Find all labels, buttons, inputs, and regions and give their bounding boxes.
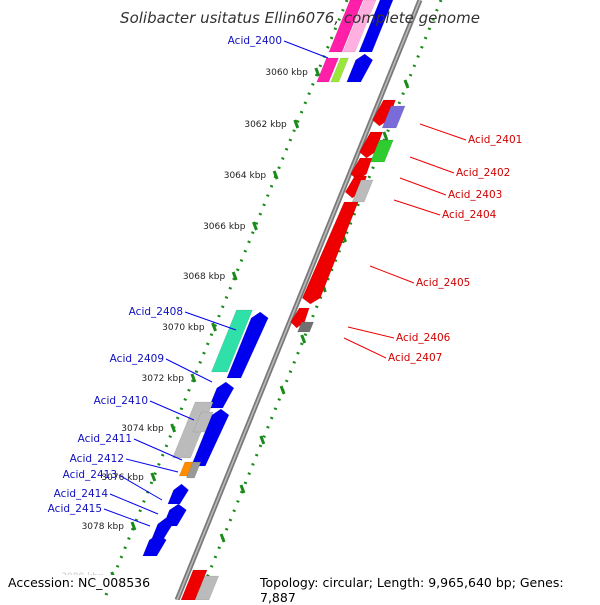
- tick-label: 3070 kbp: [162, 323, 205, 333]
- leader-line: [399, 177, 447, 196]
- tick-mark: [150, 472, 157, 482]
- gene-label: Acid_2400: [228, 35, 282, 47]
- tick-label: 3078 kbp: [82, 522, 125, 532]
- tick-mark: [239, 484, 246, 494]
- gene-acid-2404: [351, 179, 374, 203]
- gene-red: [180, 569, 208, 600]
- gene-acid-2412: [186, 461, 202, 479]
- gene-magenta: [316, 57, 339, 83]
- gene-label: Acid_2402: [456, 167, 510, 179]
- tick-mark: [252, 221, 258, 231]
- gene-red: [372, 99, 396, 127]
- gene-acid-2415: [151, 517, 174, 539]
- gene-acid-2405: [302, 201, 359, 305]
- gene-blue: [142, 533, 167, 557]
- tick-label: 3072 kbp: [142, 374, 185, 384]
- leader-line: [109, 493, 159, 515]
- tick-label: 3076 kbp: [101, 473, 144, 483]
- tick-mark: [130, 521, 137, 531]
- tick-mark: [382, 131, 389, 141]
- gene-label: Acid_2409: [110, 353, 164, 365]
- gene-acid-2408: [210, 309, 253, 373]
- gene-blue: [358, 0, 394, 53]
- gene-acid-2409: [226, 311, 269, 379]
- tick-mark: [211, 322, 217, 332]
- gene-label: Acid_2408: [129, 306, 183, 318]
- gene-grey: [192, 411, 214, 433]
- gene-label: Acid_2407: [388, 352, 442, 364]
- tick-mark: [170, 423, 177, 433]
- tick-mark: [300, 334, 307, 344]
- gene-label: Acid_2406: [396, 332, 451, 344]
- leader-line: [184, 311, 237, 331]
- leader-line: [409, 156, 455, 174]
- tick-mark: [231, 271, 238, 281]
- accession-text: Accession: NC_008536: [8, 575, 151, 590]
- gene-acid-2407: [297, 321, 314, 333]
- leader-line: [393, 199, 441, 216]
- leader-line: [133, 438, 183, 461]
- tick-label: 3074 kbp: [121, 424, 164, 434]
- tick-label: 3060 kbp: [265, 68, 308, 78]
- gene-labels: Acid_2400 Acid_2408 Acid_2409 Acid_2410 Acid…: [48, 35, 523, 515]
- gene-label: Acid_2404: [442, 209, 497, 221]
- leader-line: [125, 458, 179, 473]
- tick-marks: [110, 67, 321, 581]
- leader-line: [118, 474, 163, 501]
- gene-pink: [342, 0, 377, 53]
- gene-label: Acid_2414: [54, 488, 109, 500]
- tick-mark: [279, 385, 286, 395]
- gene-acid-2401: [381, 105, 406, 129]
- gene-label: Acid_2411: [78, 433, 132, 445]
- tick-track-inner: [196, 0, 443, 600]
- tick-label: 3064 kbp: [224, 171, 267, 181]
- tick-mark: [190, 373, 197, 383]
- leader-line: [369, 265, 415, 284]
- gene-lime: [330, 57, 349, 83]
- leader-line: [419, 123, 467, 141]
- tick-mark: [272, 170, 279, 180]
- tick-mark: [314, 67, 321, 77]
- tick-label: 3062 kbp: [244, 120, 287, 130]
- map-title: Solibacter usitatus Ellin6076, complete …: [120, 9, 480, 27]
- gene-label: Acid_2403: [448, 189, 502, 201]
- gene-label: Acid_2412: [70, 453, 124, 465]
- gene-label: Acid_2413: [63, 469, 117, 481]
- leader-line: [283, 40, 329, 59]
- genes: [142, 0, 406, 600]
- gene-label: Acid_2415: [48, 503, 102, 515]
- gene-red: [359, 131, 383, 159]
- gene-label: Acid_2405: [416, 277, 470, 289]
- gene-label: Acid_2410: [94, 395, 148, 407]
- tick-mark: [403, 79, 410, 89]
- gene-acid-2400: [328, 0, 364, 53]
- summary-text: Topology: circular; Length: 9,965,640 bp…: [260, 575, 600, 605]
- tick-label: 3068 kbp: [183, 272, 226, 282]
- gene-acid-2413: [167, 483, 189, 505]
- leader-lines: [103, 40, 467, 527]
- leader-line: [103, 508, 151, 527]
- leader-line: [165, 358, 213, 383]
- leader-line: [149, 400, 195, 421]
- gene-grey: [194, 575, 220, 600]
- tick-label: 3066 kbp: [203, 222, 246, 232]
- tick-mark: [219, 533, 226, 543]
- tick-mark: [259, 435, 266, 445]
- gene-label: Acid_2401: [468, 134, 522, 146]
- leader-line: [343, 337, 387, 359]
- gene-acid-2402: [370, 139, 394, 163]
- tick-mark: [293, 119, 300, 129]
- gene-blue: [346, 53, 374, 83]
- leader-line: [347, 326, 395, 339]
- gene-blue: [190, 408, 230, 467]
